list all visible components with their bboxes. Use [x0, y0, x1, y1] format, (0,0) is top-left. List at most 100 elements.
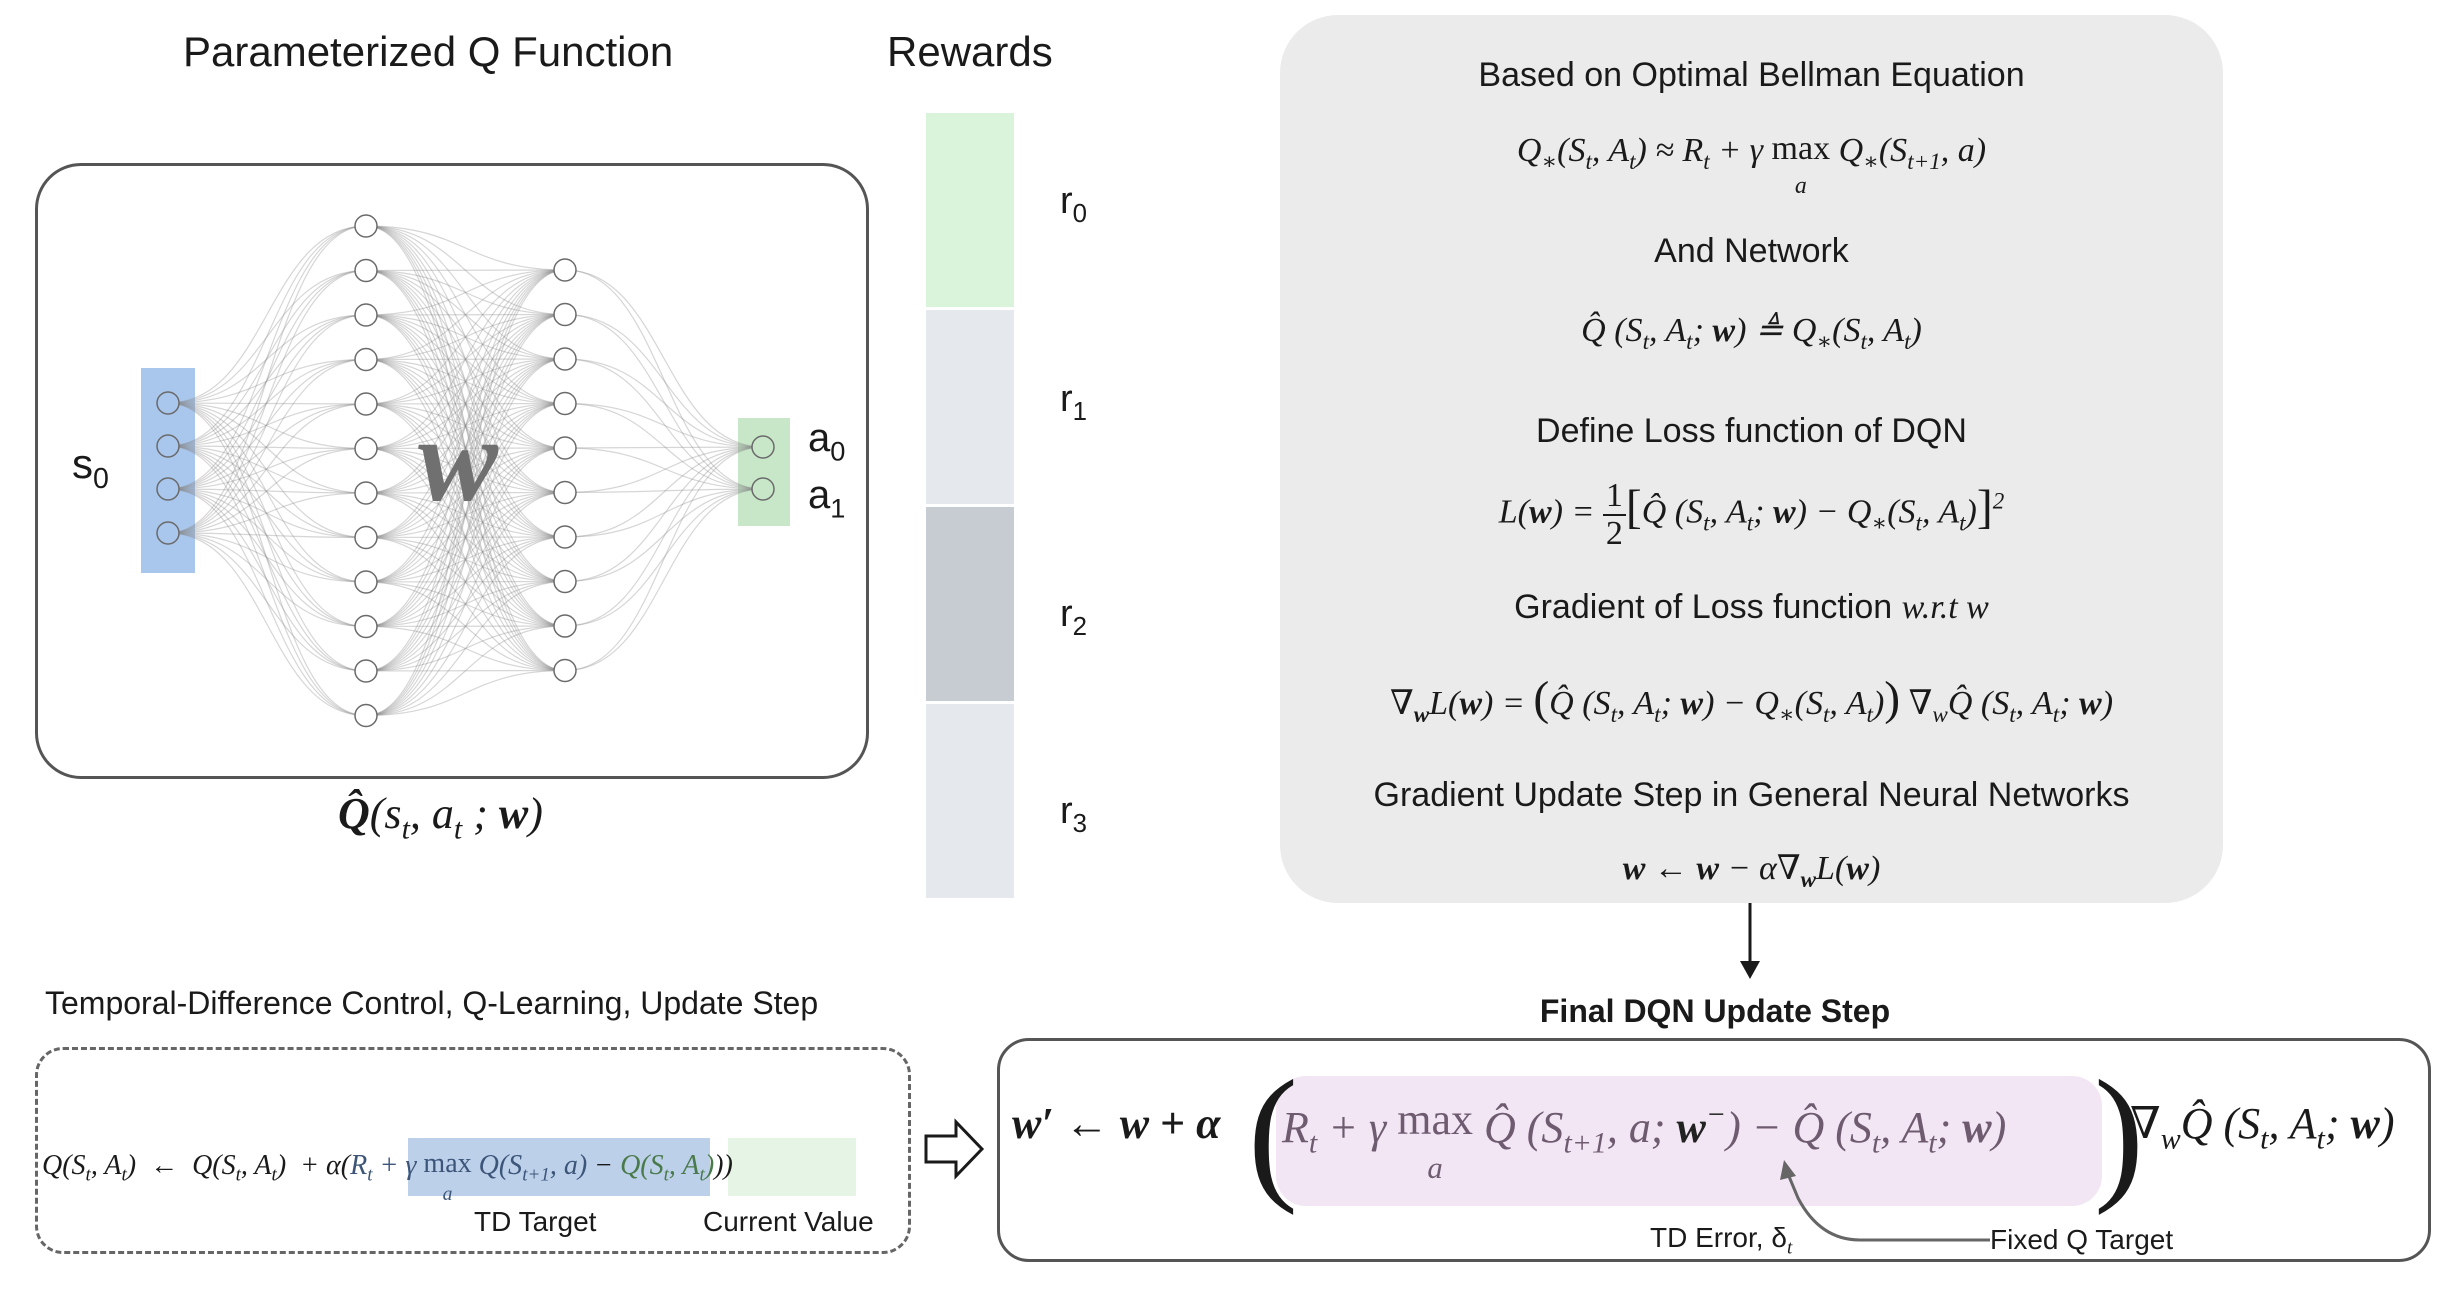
implies-arrow [924, 1118, 985, 1180]
network-edge [365, 447, 566, 494]
td-target-label: TD Target [474, 1206, 597, 1237]
network-edge [365, 447, 566, 672]
network-edge [365, 536, 566, 539]
network-edge [564, 446, 764, 494]
network-edge [167, 225, 367, 534]
network-node [354, 570, 378, 594]
network-node [354, 214, 378, 238]
network-edge [365, 625, 566, 628]
network-edge [365, 313, 566, 539]
network-edge [365, 313, 566, 450]
network-edge [365, 314, 566, 494]
network-node [553, 436, 577, 460]
network-edge [564, 488, 764, 672]
network-edge [365, 447, 566, 494]
network-node [553, 391, 577, 416]
network-edge [365, 313, 566, 405]
network-edge [365, 491, 566, 717]
network-node [354, 303, 378, 327]
output-action-1-label: a1 [808, 473, 845, 525]
network-edge [365, 314, 566, 627]
network-edge [365, 269, 566, 538]
network-edge [167, 402, 367, 539]
network-edge [365, 313, 566, 628]
network-nodes [156, 214, 775, 728]
network-edge [365, 314, 566, 672]
network-edge [365, 269, 566, 316]
network-edge [167, 445, 367, 672]
network-edge [167, 488, 367, 672]
network-edge [365, 225, 566, 271]
network-edge [365, 358, 566, 717]
network-edge [365, 625, 566, 717]
network-edge [365, 536, 566, 627]
network-edge [365, 225, 566, 316]
bellman-equation: Q∗(St, At) ≈ Rt + γ max a Q∗(St+1, a) [1516, 130, 1987, 199]
network-edge [365, 269, 566, 583]
final-update-lhs: w′ ← w + α [1012, 1099, 1221, 1148]
network-panel-frame [35, 163, 869, 779]
fixed-target-arrow [1780, 1160, 1990, 1242]
network-edge [365, 225, 566, 494]
network-edge [167, 488, 367, 539]
network-node [354, 392, 378, 416]
final-panel-frame [997, 1038, 2431, 1262]
general-update-equation: w ← w − α∇wL(w) [1622, 850, 1881, 894]
current-value-label: Current Value [703, 1206, 874, 1237]
reward-block-2 [926, 507, 1014, 704]
network-edge [365, 358, 566, 672]
network-node [553, 525, 577, 549]
network-edge [365, 358, 566, 449]
update-heading: Gradient Update Step in General Neural N… [1373, 776, 2130, 814]
network-edge [365, 269, 566, 405]
network-edge [365, 313, 566, 494]
output-action-1-sub: 1 [830, 492, 846, 524]
network-edge [365, 403, 566, 627]
network-edge [365, 313, 566, 583]
network-node [751, 477, 775, 501]
network-edge [365, 269, 566, 494]
output-layer-highlight [738, 418, 790, 526]
network-edge [365, 536, 566, 583]
network-edge [365, 313, 566, 717]
network-edge [365, 225, 566, 405]
network-edge [365, 447, 566, 628]
network-edge [167, 269, 367, 447]
network-edge [365, 225, 566, 449]
network-edge [167, 445, 367, 494]
network-edge [365, 491, 566, 583]
td-error-highlight [1276, 1076, 2102, 1206]
network-edge [365, 358, 566, 583]
network-node [354, 347, 378, 372]
network-edge [365, 580, 566, 717]
network-edge [365, 314, 566, 449]
td-target-highlight [408, 1138, 710, 1196]
network-edge [365, 447, 566, 627]
network-edge [564, 446, 764, 449]
network-edge [365, 536, 566, 717]
network-edge [167, 403, 367, 447]
network-edge [365, 358, 566, 450]
network-heading: And Network [1654, 232, 1849, 270]
network-edge [365, 269, 566, 360]
loss-heading: Define Loss function of DQN [1536, 412, 1967, 450]
input-state-label: s0 [72, 440, 109, 496]
input-state-sub: 0 [93, 462, 109, 495]
network-edge [365, 491, 566, 539]
network-edge [365, 269, 566, 316]
network-edge [167, 402, 367, 494]
network-edge [167, 269, 367, 404]
network-edge [365, 358, 566, 583]
network-node [354, 614, 378, 639]
network-node [156, 391, 180, 415]
network-edge [365, 269, 566, 717]
network-edge [365, 269, 566, 628]
network-edge [365, 402, 566, 583]
network-edge [365, 447, 566, 583]
derivation-panel [1280, 15, 2223, 903]
network-edge [167, 532, 367, 539]
network-edge [365, 402, 566, 717]
network-edge [365, 447, 566, 538]
network-edge [365, 403, 566, 583]
network-edge [365, 491, 566, 672]
